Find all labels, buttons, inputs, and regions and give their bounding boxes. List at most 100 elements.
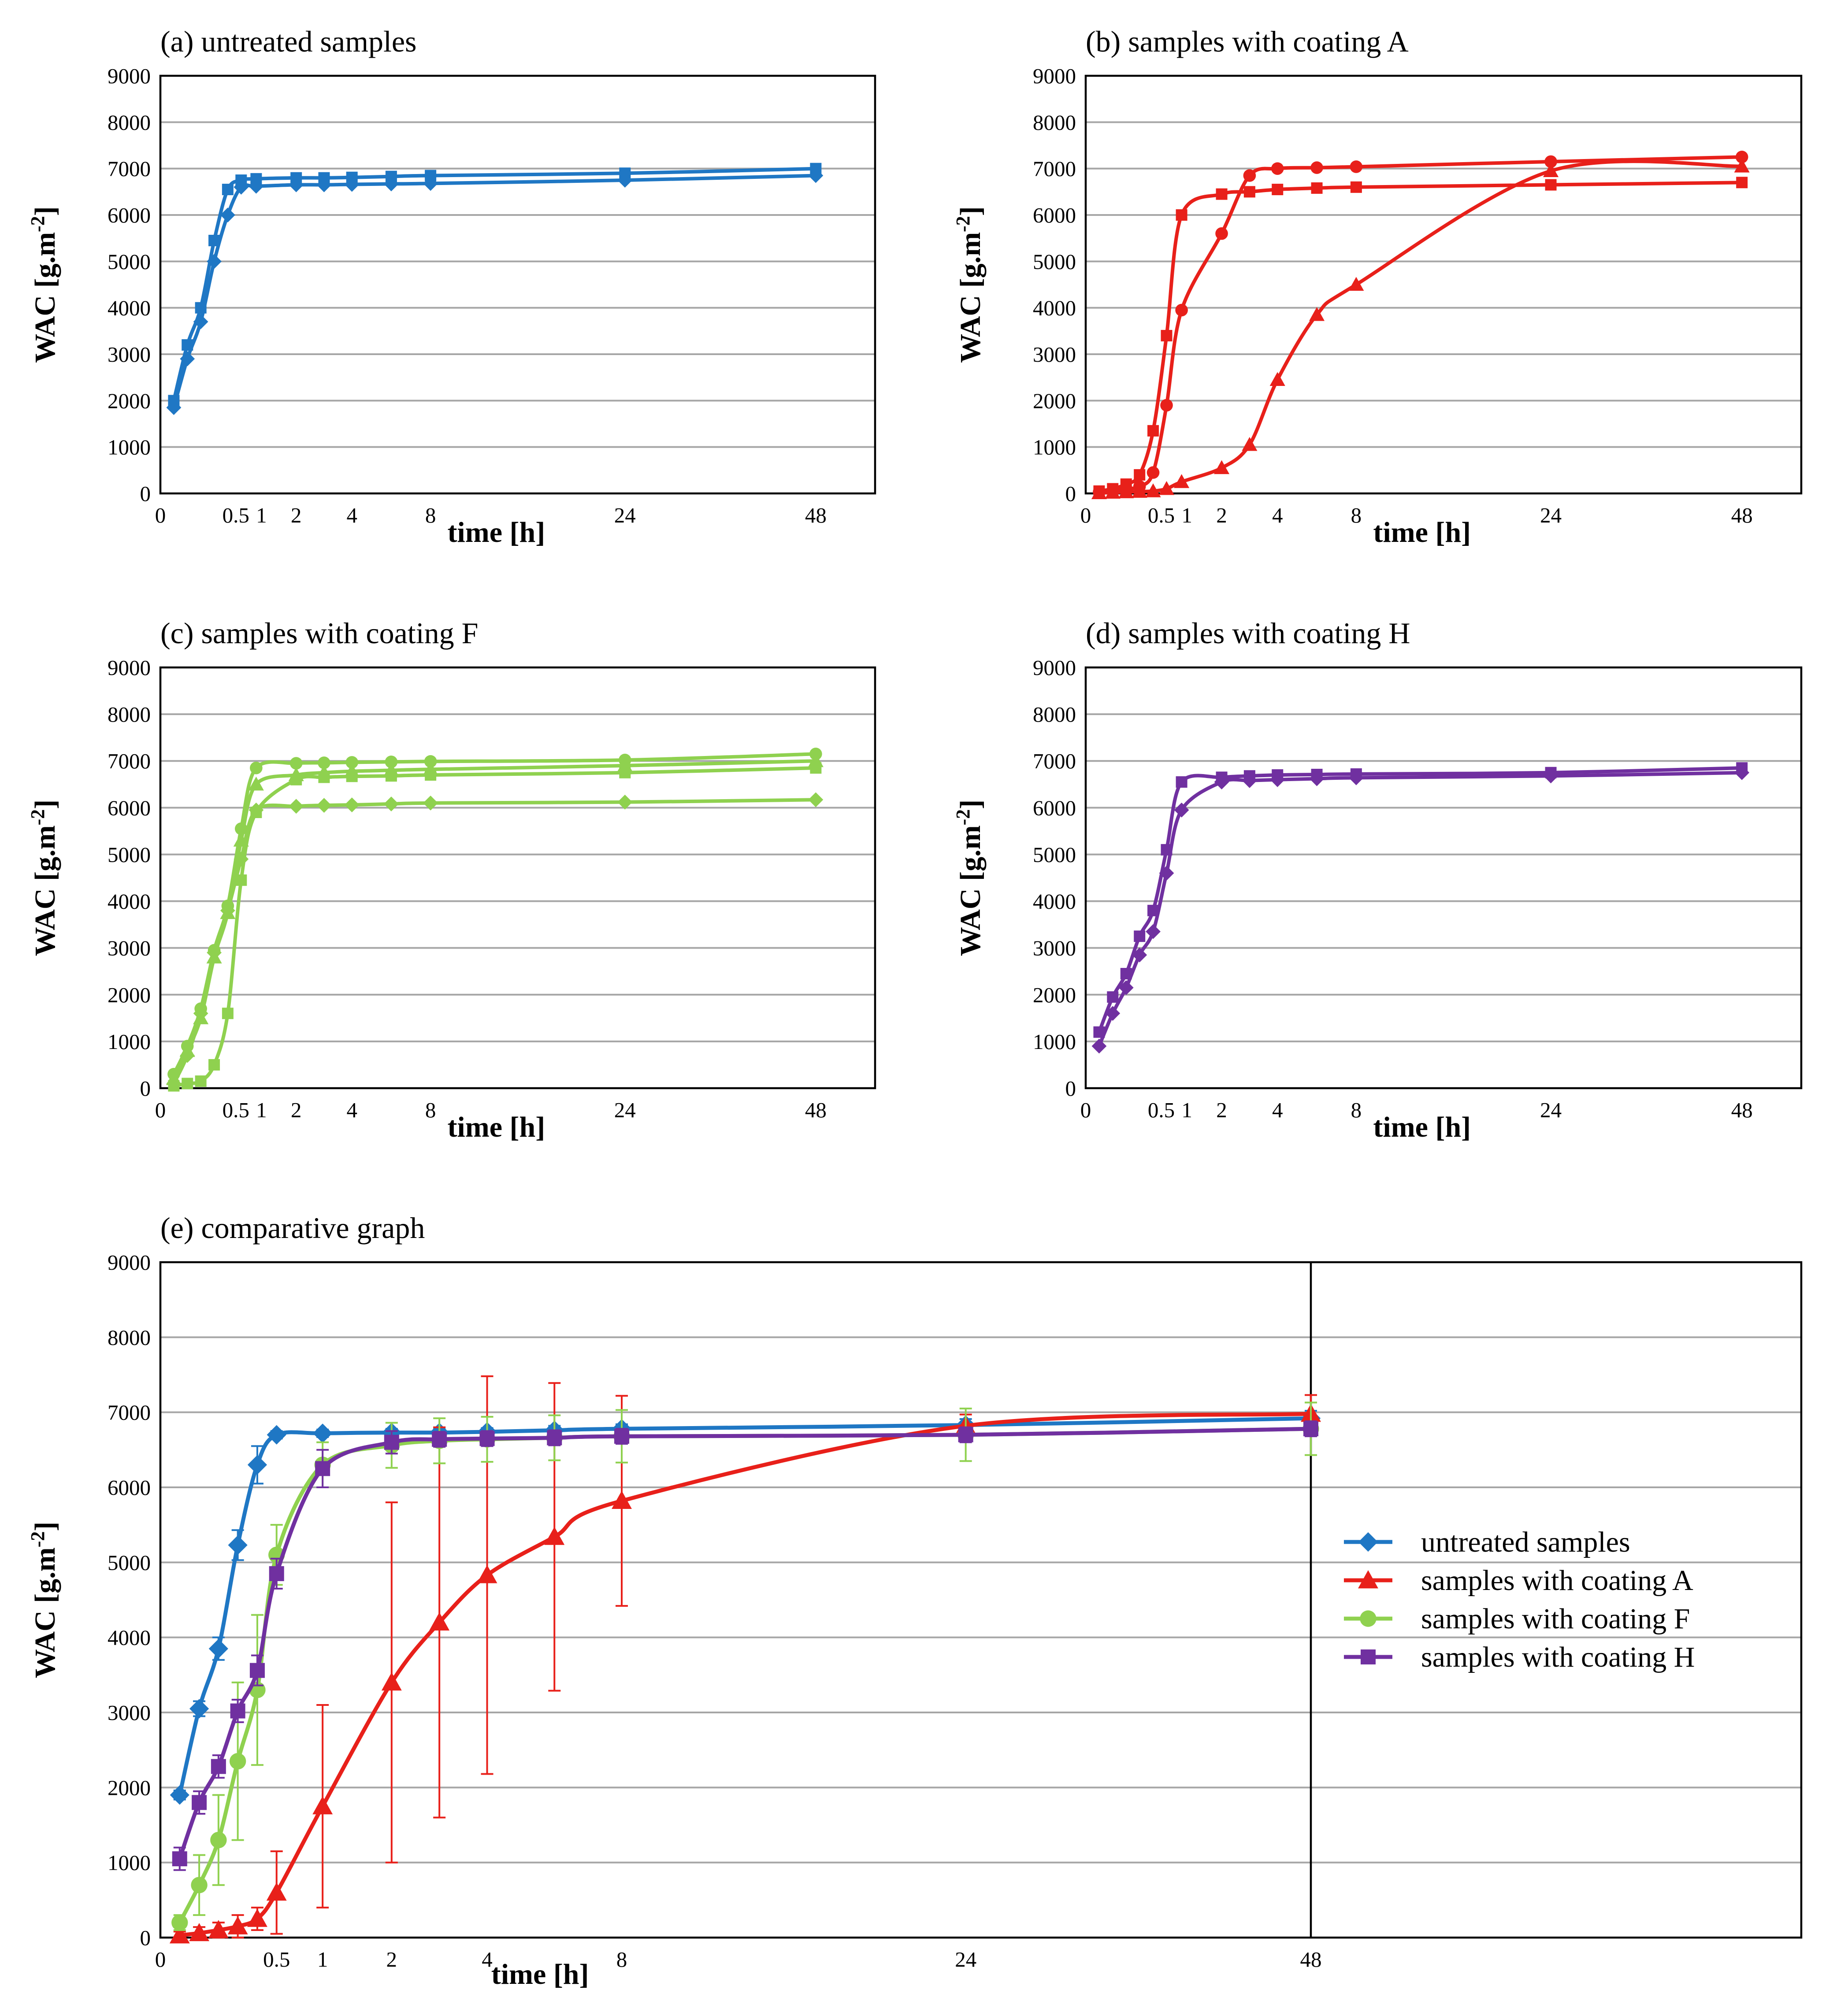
data-point xyxy=(195,1075,207,1087)
x-tick-label: 48 xyxy=(805,1098,827,1122)
y-tick-label: 4000 xyxy=(108,1626,151,1650)
legend-label: samples with coating F xyxy=(1421,1603,1690,1635)
series-line xyxy=(1099,155,1742,494)
data-point xyxy=(432,1431,447,1447)
data-point xyxy=(249,178,264,194)
x-tick-label: 48 xyxy=(1731,1098,1753,1122)
x-tick-label: 2 xyxy=(291,1098,302,1122)
x-axis-title: time [h] xyxy=(1373,516,1471,548)
y-tick-label: 0 xyxy=(140,482,151,506)
x-tick-label: 0 xyxy=(1080,503,1091,527)
x-axis-title: time [h] xyxy=(447,1111,545,1143)
chart-c: 0 1000 2000 3000 4000 5000 6000 7000 8000 9000 0 0.… xyxy=(27,616,876,1143)
data-point xyxy=(1271,162,1284,175)
x-tick-label: 1 xyxy=(256,503,267,527)
data-point xyxy=(247,1455,267,1475)
data-point xyxy=(172,1851,187,1867)
x-tick-label: 2 xyxy=(1216,1098,1227,1122)
x-tick-label: 4 xyxy=(1272,1098,1283,1122)
data-point xyxy=(318,756,330,769)
y-tick-label: 1000 xyxy=(108,1851,151,1875)
legend-label: samples with coating H xyxy=(1421,1641,1695,1673)
data-point xyxy=(180,1048,195,1063)
data-point xyxy=(1175,304,1188,317)
x-tick-label: 8 xyxy=(425,1098,436,1122)
data-point xyxy=(247,1909,267,1927)
x-tick-label: 4 xyxy=(346,1098,357,1122)
data-point xyxy=(619,767,631,778)
y-tick-label: 3000 xyxy=(108,936,151,960)
x-tick-label: 8 xyxy=(616,1947,627,1972)
legend-label: untreated samples xyxy=(1421,1526,1630,1558)
series-line xyxy=(1097,766,1742,1033)
y-tick-label: 4000 xyxy=(108,889,151,914)
data-point xyxy=(384,1434,399,1450)
data-point xyxy=(211,1759,226,1774)
data-point xyxy=(1216,188,1228,200)
data-point xyxy=(1270,772,1285,787)
y-tick-label: 6000 xyxy=(108,796,151,820)
data-point xyxy=(1243,186,1255,198)
y-tick-label: 5000 xyxy=(108,249,151,274)
x-tick-label: 1 xyxy=(256,1098,267,1122)
x-axis-title: time [h] xyxy=(491,1958,589,1990)
data-point xyxy=(1269,372,1285,386)
y-axis-title: WAC [g.m-2] xyxy=(27,1522,61,1679)
panel-title: (a) untreated samples xyxy=(160,25,417,58)
data-point xyxy=(1158,481,1175,495)
data-point xyxy=(1146,924,1161,939)
data-point xyxy=(1734,158,1750,173)
data-point xyxy=(170,1785,189,1805)
y-tick-label: 0 xyxy=(140,1926,151,1950)
data-point xyxy=(1105,485,1121,499)
chart-b: 0 1000 2000 3000 4000 5000 6000 7000 8000 9000 0 0.… xyxy=(952,25,1803,548)
panel-title: (e) comparative graph xyxy=(160,1211,425,1245)
chart-d: 0 1000 2000 3000 4000 5000 6000 7000 8000 9000 0 0.… xyxy=(952,616,1803,1143)
series-line xyxy=(1099,159,1742,495)
series-line xyxy=(178,1427,1311,1860)
y-tick-label: 2000 xyxy=(108,389,151,413)
y-tick-label: 7000 xyxy=(108,749,151,773)
data-point xyxy=(385,756,398,768)
data-point xyxy=(1174,474,1190,488)
data-point xyxy=(312,1796,333,1815)
y-tick-label: 7000 xyxy=(108,1401,151,1425)
data-point xyxy=(313,1423,333,1443)
data-point xyxy=(1310,161,1323,174)
series-line xyxy=(1098,181,1742,493)
data-point xyxy=(1309,771,1325,786)
y-tick-label: 1000 xyxy=(1033,435,1076,460)
data-point xyxy=(208,1639,228,1659)
data-point xyxy=(344,177,360,192)
data-point xyxy=(1215,227,1228,240)
x-tick-label: 2 xyxy=(1216,503,1227,527)
x-tick-label: 8 xyxy=(425,503,436,527)
y-tick-label: 8000 xyxy=(108,702,151,726)
y-tick-label: 0 xyxy=(140,1076,151,1101)
x-tick-label: 0 xyxy=(1080,1098,1091,1122)
data-point xyxy=(1134,930,1146,942)
data-point xyxy=(612,1490,632,1509)
data-point xyxy=(248,776,264,791)
data-point xyxy=(249,1663,265,1678)
data-point xyxy=(1242,437,1258,451)
data-point xyxy=(1107,991,1119,1003)
y-tick-label: 9000 xyxy=(1033,656,1076,680)
data-point xyxy=(1350,181,1362,193)
y-tick-label: 2000 xyxy=(1033,389,1076,413)
data-point xyxy=(1543,163,1559,177)
chart-e: 0 1000 2000 3000 4000 5000 6000 7000 8000 9000 0 0.… xyxy=(27,1211,1803,1990)
data-point xyxy=(1118,484,1134,498)
data-point xyxy=(269,1566,284,1581)
plot-frame xyxy=(159,666,876,1090)
y-tick-label: 2000 xyxy=(108,983,151,1007)
data-point xyxy=(208,1920,229,1938)
y-tick-label: 8000 xyxy=(108,1325,151,1349)
y-tick-label: 8000 xyxy=(108,110,151,134)
data-point xyxy=(346,771,358,782)
data-point xyxy=(1091,485,1107,499)
data-point xyxy=(1214,460,1230,474)
legend-label: samples with coating A xyxy=(1421,1564,1693,1597)
series-line xyxy=(1097,771,1742,1047)
